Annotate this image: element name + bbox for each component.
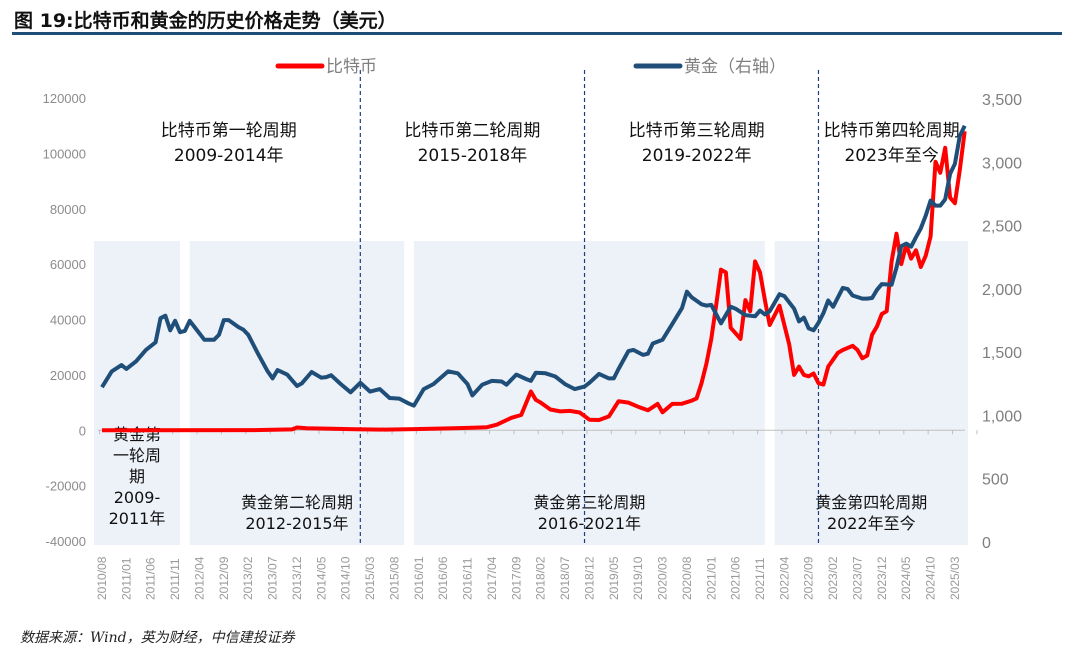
x-tick-label: 2020/08 — [680, 556, 694, 600]
gold-cycle-band — [94, 241, 180, 545]
gold-cycle-label: 黄金第四轮周期 — [815, 493, 927, 512]
y-right-tick-label: 3,000 — [982, 155, 1022, 172]
x-tick-label: 2022/09 — [802, 556, 816, 600]
x-tick-label: 2015/03 — [363, 556, 377, 600]
gold-cycle-label: 2022年至今 — [827, 514, 916, 533]
x-tick-label: 2013/07 — [266, 556, 280, 600]
gold-cycle-label: 黄金第 — [113, 425, 161, 444]
gold-cycle-label: 一轮周 — [113, 446, 161, 465]
bitcoin-cycle-label: 2019-2022年 — [642, 146, 752, 166]
gold-cycle-band — [189, 241, 405, 545]
x-tick-label: 2021/01 — [704, 556, 718, 600]
bitcoin-cycle-label: 比特币第四轮周期 — [824, 121, 960, 141]
x-tick-label: 2020/03 — [656, 556, 670, 600]
y-right-tick-label: 500 — [982, 472, 1009, 489]
y-right-tick-label: 1,500 — [982, 345, 1022, 362]
x-tick-label: 2013/12 — [290, 556, 304, 600]
bitcoin-cycle-label: 比特币第三轮周期 — [629, 121, 765, 141]
x-tick-label: 2011/11 — [168, 558, 182, 600]
y-left-tick-label: 80000 — [50, 202, 86, 217]
y-left-tick-label: 120000 — [43, 91, 86, 106]
x-tick-label: 2024/05 — [899, 556, 913, 600]
x-tick-label: 2016/06 — [436, 556, 450, 600]
x-tick-label: 2016/11 — [461, 557, 475, 600]
y-right-tick-label: 1,000 — [982, 408, 1022, 425]
y-left-tick-label: 20000 — [50, 368, 86, 383]
x-tick-label: 2021/06 — [729, 556, 743, 600]
y-left-tick-label: 0 — [79, 423, 86, 438]
y-right-tick-label: 2,000 — [982, 282, 1022, 299]
x-tick-label: 2011/01 — [119, 557, 133, 600]
y-right-tick-label: 2,500 — [982, 219, 1022, 236]
y-left-tick-label: 100000 — [43, 146, 86, 161]
x-tick-label: 2018/12 — [582, 556, 596, 600]
legend-label: 黄金（右轴） — [684, 57, 786, 77]
bitcoin-cycle-label: 2009-2014年 — [174, 146, 284, 166]
x-tick-label: 2014/05 — [314, 556, 328, 600]
y-left-tick-label: -20000 — [46, 479, 86, 494]
x-tick-label: 2012/09 — [217, 556, 231, 600]
x-tick-label: 2025/03 — [948, 556, 962, 600]
gold-cycle-label: 2012-2015年 — [245, 514, 348, 533]
gold-cycle-label: 黄金第二轮周期 — [241, 493, 353, 512]
x-tick-label: 2015/08 — [387, 556, 401, 600]
legend-label: 比特币 — [326, 57, 377, 77]
x-tick-label: 2017/04 — [485, 556, 499, 600]
source-note: 数据来源：Wind，英为财经，中信建投证券 — [20, 630, 295, 646]
x-tick-label: 2021/11 — [753, 557, 767, 600]
x-tick-label: 2023/07 — [850, 556, 864, 600]
x-tick-label: 2022/04 — [777, 556, 791, 600]
y-right-tick-label: 3,500 — [982, 92, 1022, 109]
x-tick-label: 2018/02 — [534, 556, 548, 600]
gold-price-line — [100, 124, 967, 408]
title-rule — [12, 32, 1062, 35]
gold-cycle-label: 期 — [129, 467, 145, 486]
gold-cycle-label: 2009- — [114, 488, 161, 507]
bitcoin-cycle-label: 2023年至今 — [844, 146, 938, 166]
bitcoin-price-line — [101, 130, 967, 433]
y-left-tick-label: -40000 — [46, 534, 86, 549]
x-tick-label: 2010/08 — [95, 556, 109, 600]
y-left-tick-label: 40000 — [50, 313, 86, 328]
bitcoin-cycle-label: 比特币第二轮周期 — [404, 121, 540, 141]
x-tick-label: 2019/10 — [631, 556, 645, 600]
y-left-tick-label: 60000 — [50, 257, 86, 272]
gold-cycle-label: 黄金第三轮周期 — [533, 493, 645, 512]
y-right-tick-label: 0 — [982, 535, 991, 552]
x-tick-label: 2012/04 — [192, 556, 206, 600]
x-tick-label: 2013/02 — [241, 556, 255, 600]
gold-cycle-label: 2016-2021年 — [538, 514, 641, 533]
x-tick-label: 2014/10 — [339, 556, 353, 600]
bitcoin-cycle-label: 比特币第一轮周期 — [161, 121, 297, 141]
x-tick-label: 2016/01 — [412, 556, 426, 600]
x-tick-label: 2011/06 — [144, 557, 158, 600]
gold-cycle-band — [774, 241, 968, 545]
bitcoin-cycle-label: 2015-2018年 — [418, 146, 528, 166]
x-tick-label: 2023/02 — [826, 556, 840, 600]
x-tick-label: 2024/10 — [924, 556, 938, 600]
x-tick-label: 2023/12 — [875, 556, 889, 600]
x-tick-label: 2018/07 — [558, 556, 572, 600]
gold-cycle-label: 2011年 — [109, 509, 166, 528]
figure-title: 图 19:比特币和黄金的历史价格走势（美元） — [14, 10, 397, 32]
x-tick-label: 2019/05 — [607, 556, 621, 600]
x-tick-label: 2017/09 — [509, 556, 523, 600]
